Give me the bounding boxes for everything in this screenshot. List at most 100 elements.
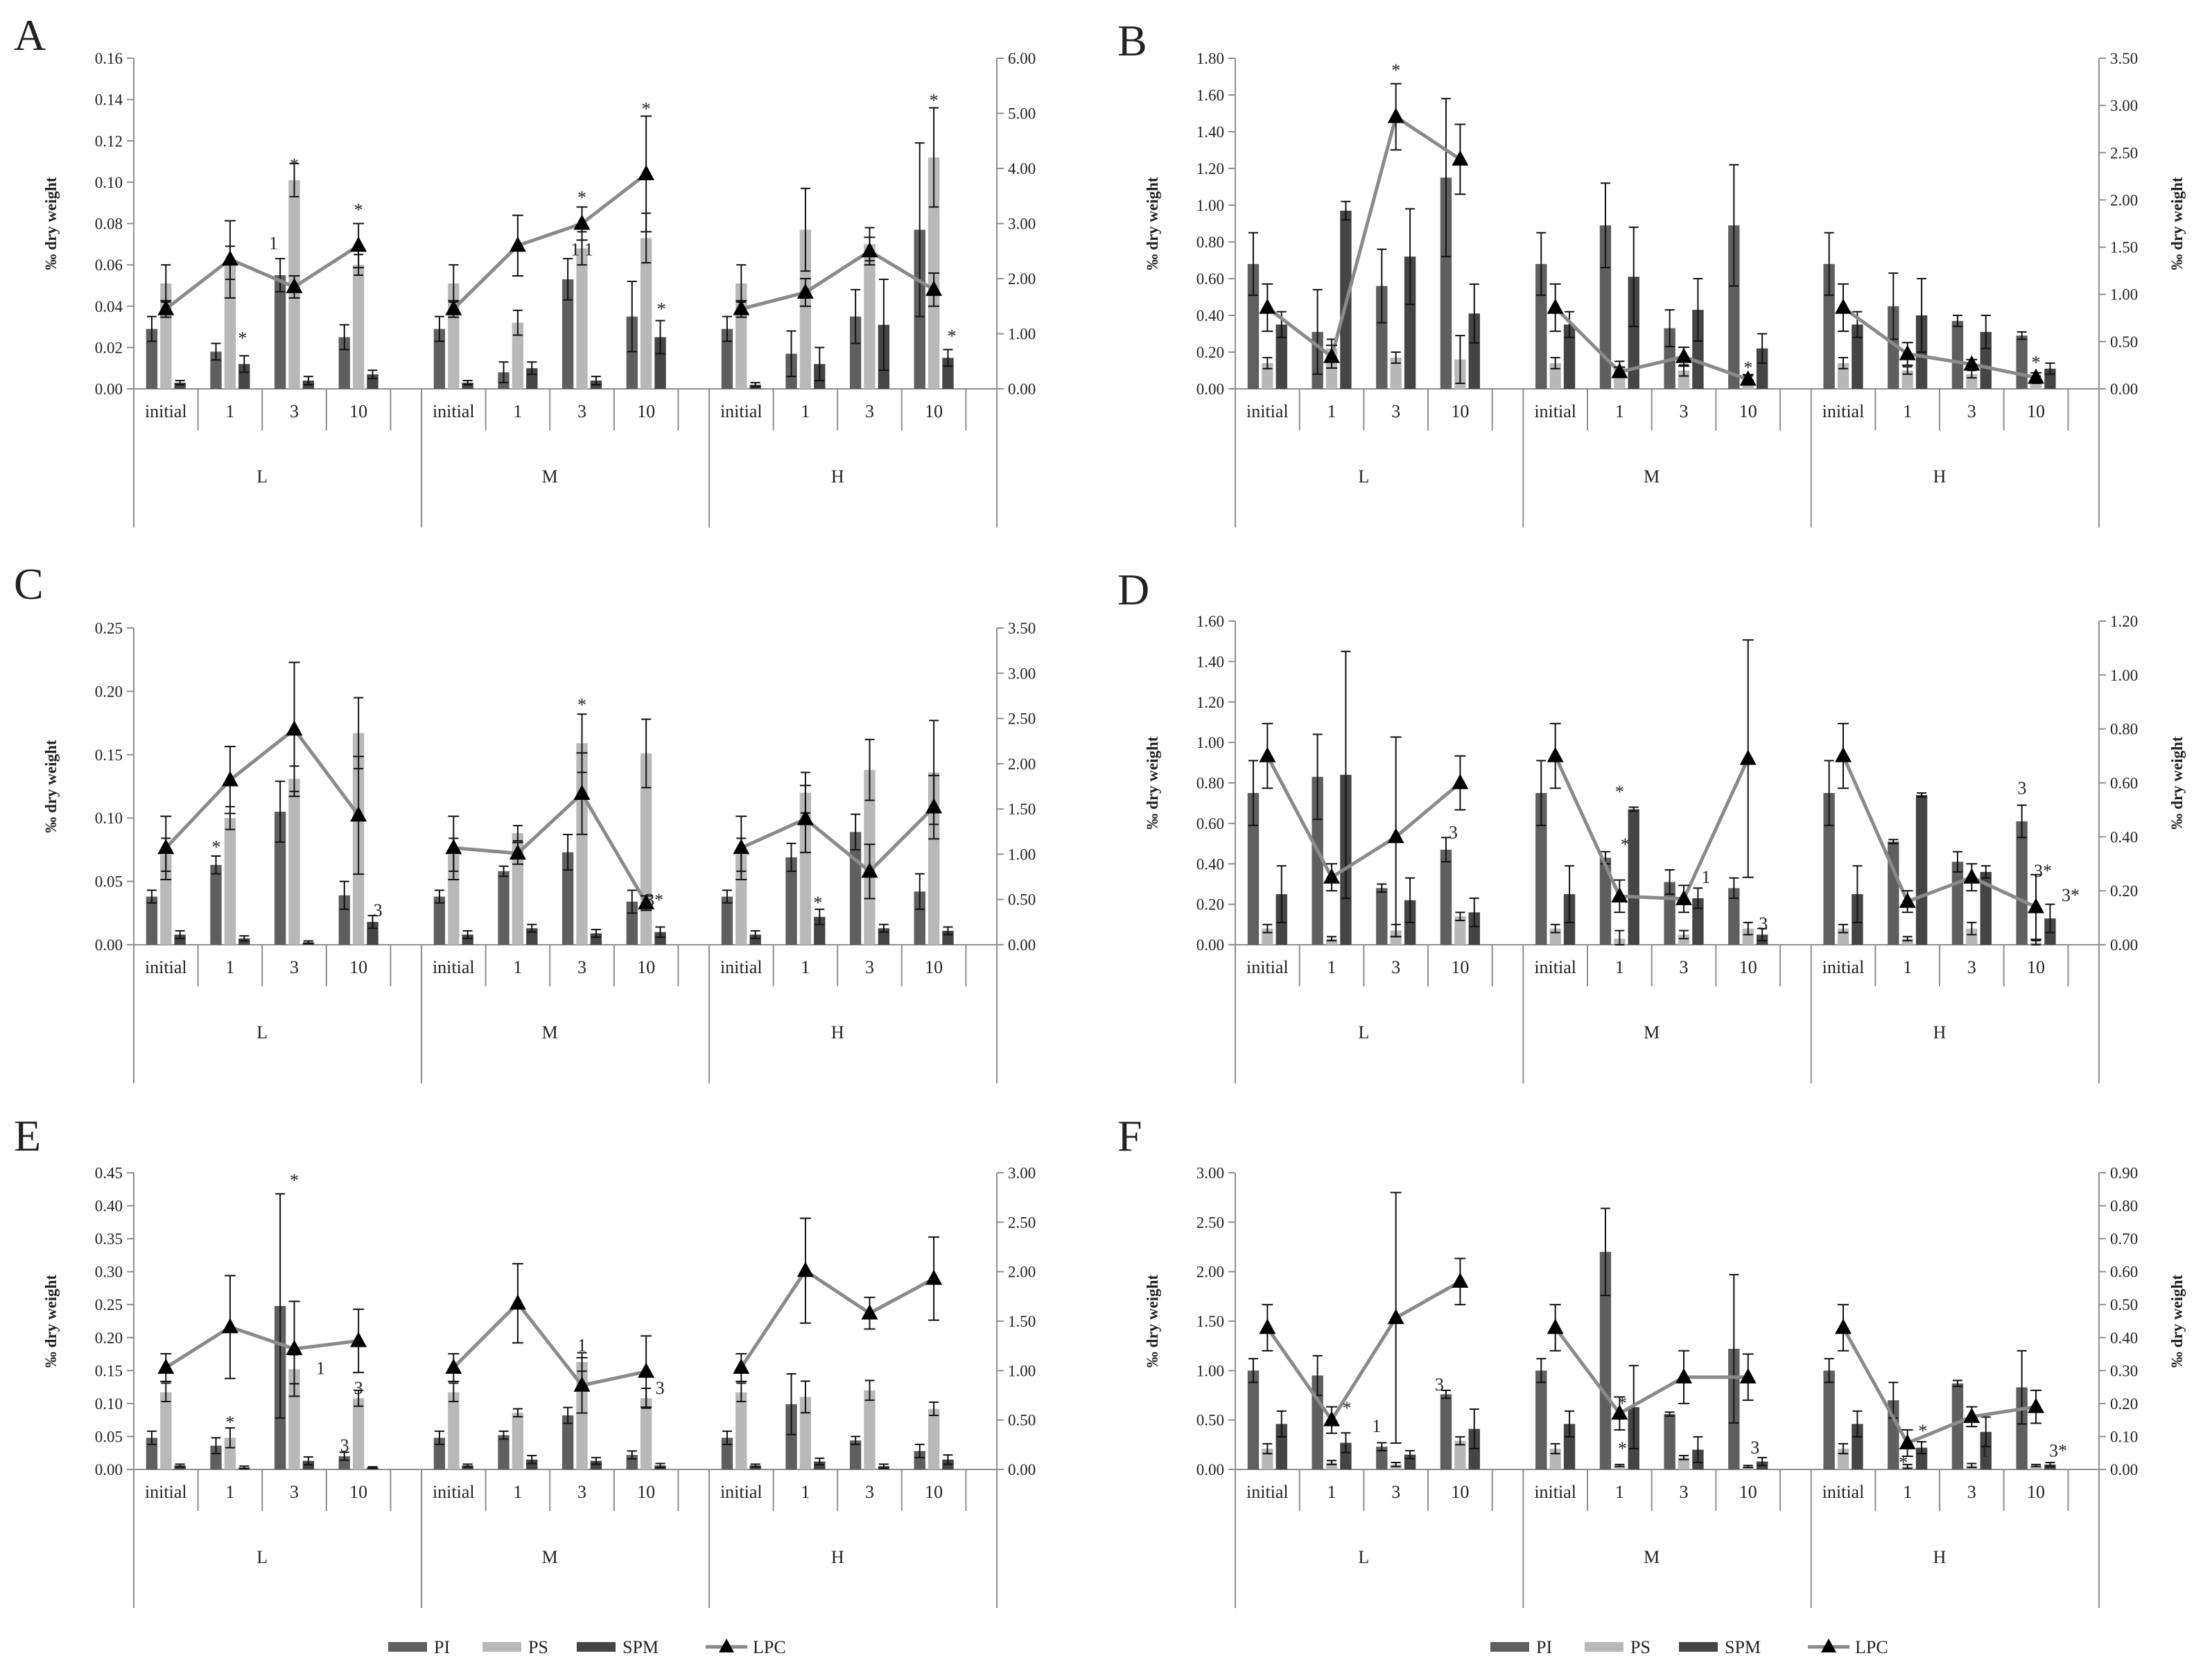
bar-pi: [274, 812, 286, 945]
group-label: M: [1644, 466, 1660, 487]
bar-ps: [1966, 928, 1978, 945]
significance-mark: 3: [2018, 778, 2027, 798]
y-tick-label: 0.80: [1196, 775, 1224, 792]
significance-mark: *: [354, 200, 363, 220]
lpc-line: [1266, 114, 1461, 360]
y2-tick-label: 3.50: [2110, 50, 2138, 67]
y-tick-label: 1.00: [1196, 197, 1224, 214]
significance-mark: *: [577, 188, 586, 208]
group-label: L: [256, 466, 268, 487]
bar-ps: [352, 1398, 365, 1469]
y2-tick-label: 2.50: [1008, 710, 1036, 728]
lpc-marker: [1739, 370, 1757, 386]
bar-pi: [498, 871, 510, 945]
significance-mark: 3*: [2034, 861, 2052, 881]
y-tick-label: 1.00: [1196, 1362, 1224, 1379]
bar-pi: [626, 316, 638, 389]
lpc-line: [452, 1300, 647, 1388]
category-label: 10: [1739, 1482, 1757, 1502]
bar-pi: [914, 1451, 925, 1469]
legend-swatch-pi: [388, 1642, 427, 1652]
bar-spm: [526, 1459, 538, 1469]
lpc-marker: [1387, 107, 1404, 123]
lpc-line: [740, 805, 935, 874]
chart-panel-b: B 0.00 0.20 0.40 0.60 0.80 1.00 1.20 1.40 1.60 1.8…: [1117, 16, 2186, 527]
lpc-marker: [861, 242, 878, 258]
significance-mark: 1: [269, 233, 278, 253]
y-tick-label: 0.00: [95, 936, 123, 954]
bar-pi: [1728, 225, 1740, 389]
lpc-marker: [573, 214, 591, 230]
lpc-marker: [861, 1304, 878, 1320]
y2-tick-label: 0.40: [2110, 828, 2138, 846]
significance-mark: *: [1618, 1439, 1627, 1459]
lpc-marker: [157, 299, 175, 315]
y2-tick-label: 3.50: [1008, 620, 1036, 637]
y-tick-label: 0.20: [95, 683, 123, 700]
y-tick-label: 1.60: [1196, 87, 1224, 104]
lpc-marker: [1675, 1368, 1693, 1383]
category-label: initial: [720, 1482, 763, 1502]
category-label: 3: [1680, 957, 1689, 977]
lpc-marker: [1675, 347, 1693, 363]
category-label: 10: [1451, 957, 1469, 977]
significance-mark: 3*: [2062, 885, 2080, 905]
category-label: 10: [349, 401, 367, 421]
group-label: M: [1644, 1547, 1660, 1567]
bar-spm: [462, 383, 473, 389]
bar-ps: [2030, 1465, 2042, 1469]
group-label: M: [542, 1022, 558, 1042]
bar-spm: [1563, 324, 1576, 389]
bar-ps: [352, 265, 365, 389]
y2-tick-label: 0.50: [1008, 891, 1036, 909]
category-label: initial: [433, 401, 475, 421]
bar-ps: [864, 1390, 876, 1469]
category-label: 1: [1903, 1482, 1912, 1502]
bar-pi: [1664, 1414, 1675, 1469]
y-tick-label: 0.10: [95, 810, 123, 827]
y2-tick-label: 1.00: [1008, 326, 1036, 343]
category-label: 3: [290, 957, 299, 977]
lpc-marker: [350, 236, 367, 252]
y-tick-label: 0.05: [95, 1428, 123, 1445]
bar-pi: [1823, 1370, 1835, 1469]
lpc-marker: [925, 798, 943, 814]
bar-ps: [1549, 363, 1561, 389]
category-label: 1: [1327, 401, 1336, 421]
bar-pi: [1312, 1375, 1323, 1469]
category-label: initial: [433, 1482, 475, 1502]
category-label: initial: [1534, 957, 1576, 977]
y2-tick-label: 1.50: [1008, 801, 1036, 818]
y2-tick-label: 0.00: [1008, 1461, 1036, 1478]
panel-label: A: [14, 10, 46, 60]
lpc-marker: [796, 1262, 814, 1277]
category-label: initial: [145, 401, 187, 421]
lpc-marker: [445, 839, 462, 855]
significance-mark: *: [290, 155, 299, 175]
category-label: 10: [1739, 401, 1757, 421]
bar-ps: [640, 238, 652, 389]
bar-pi: [561, 279, 574, 389]
bar-pi: [2016, 335, 2028, 389]
group-label: L: [1358, 1022, 1369, 1042]
lpc-marker: [445, 1359, 462, 1374]
lpc-marker: [1739, 1368, 1757, 1383]
bar-ps: [864, 244, 876, 389]
lpc-marker: [1259, 1318, 1276, 1334]
y-tick-label: 1.00: [1196, 734, 1224, 751]
y-tick-label: 0.05: [95, 873, 123, 891]
significance-mark: 3: [1750, 1438, 1759, 1458]
y2-axis-label: ‰ dry weight: [2168, 1275, 2186, 1368]
category-label: 3: [1391, 401, 1400, 421]
bar-spm: [462, 934, 473, 945]
significance-mark: 3: [1449, 823, 1458, 843]
category-label: 10: [637, 401, 655, 421]
bar-pi: [1888, 306, 1899, 389]
y-tick-label: 0.04: [95, 298, 123, 315]
y2-tick-label: 3.00: [2110, 97, 2138, 114]
lpc-marker: [2028, 898, 2045, 914]
bar-spm: [654, 932, 666, 945]
y-tick-label: 0.06: [95, 256, 123, 274]
bar-spm: [1692, 898, 1704, 945]
lpc-marker: [221, 1318, 238, 1334]
